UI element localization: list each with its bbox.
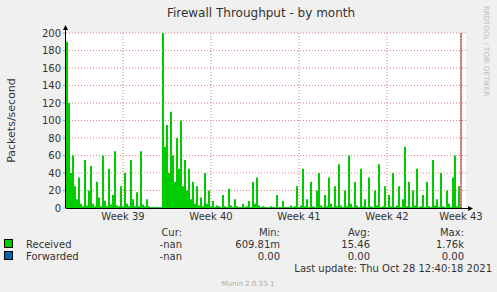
grid-line	[123, 33, 124, 208]
y-tick-label: 80	[48, 133, 61, 144]
y-tick-label: 40	[48, 168, 61, 179]
x-tick-label: Week 40	[189, 211, 232, 222]
y-tick-label: 160	[42, 63, 61, 74]
x-tick-label: Week 42	[365, 211, 408, 222]
area	[66, 33, 462, 208]
series-group	[66, 33, 462, 208]
y-tick-label: 20	[48, 185, 61, 196]
legend-header: Cur:	[161, 227, 182, 238]
legend-stat: 0.00	[258, 251, 280, 262]
y-tick-label: 140	[42, 80, 61, 91]
legend-stat: -nan	[160, 251, 182, 262]
legend-header: Avg:	[348, 227, 370, 238]
watermark: RRDTOOL / TOBI OETIKER	[482, 6, 490, 96]
x-axis-arrow	[468, 206, 473, 211]
legend-header: Min:	[259, 227, 280, 238]
grid-line	[66, 103, 466, 104]
y-tick-label: 0	[55, 203, 61, 214]
grid-line	[66, 50, 466, 51]
y-tick-label: 60	[48, 150, 61, 161]
legend-stat: 15.46	[341, 239, 370, 250]
grid-line	[66, 138, 466, 139]
x-tick-label: Week 41	[277, 211, 320, 222]
y-tick-label: 100	[42, 115, 61, 126]
credit: Munin 2.0.33-1	[222, 280, 275, 288]
legend-stat: 0.00	[348, 251, 370, 262]
legend-stat: 1.76k	[436, 239, 464, 250]
grid-line	[387, 33, 388, 208]
now-line	[461, 33, 462, 208]
grid-line	[66, 68, 466, 69]
legend-stat: 609.81m	[235, 239, 280, 250]
x-tick-label: Week 39	[101, 211, 144, 222]
grid-line	[66, 33, 466, 34]
x-tick-label: Week 43	[439, 211, 482, 222]
grid-line	[66, 85, 466, 86]
grid-line	[461, 33, 462, 208]
legend-stat: -nan	[160, 239, 182, 250]
y-label: Packets/second	[5, 78, 18, 163]
legend-header: Max:	[440, 227, 464, 238]
grid-line	[66, 120, 466, 121]
grid-line	[299, 33, 300, 208]
y-tick-label: 120	[42, 98, 61, 109]
last-update: Last update: Thu Oct 28 12:40:18 2021	[294, 263, 492, 274]
legend-label: Forwarded	[26, 251, 79, 262]
canvas	[0, 0, 497, 292]
plot-area	[66, 33, 466, 208]
grid-line	[211, 33, 212, 208]
legend-swatch	[5, 252, 13, 260]
legend-swatch	[5, 240, 13, 248]
y-axis-arrow	[63, 25, 68, 30]
chart: Firewall Throughput - by month Packets/se…	[0, 0, 497, 292]
legend-stat: 0.00	[442, 251, 464, 262]
title: Firewall Throughput - by month	[167, 6, 355, 20]
y-axis	[65, 28, 66, 208]
y-tick-label: 180	[42, 45, 61, 56]
y-tick-label: 200	[42, 28, 61, 39]
legend-label: Received	[26, 239, 72, 250]
x-axis	[66, 208, 470, 209]
